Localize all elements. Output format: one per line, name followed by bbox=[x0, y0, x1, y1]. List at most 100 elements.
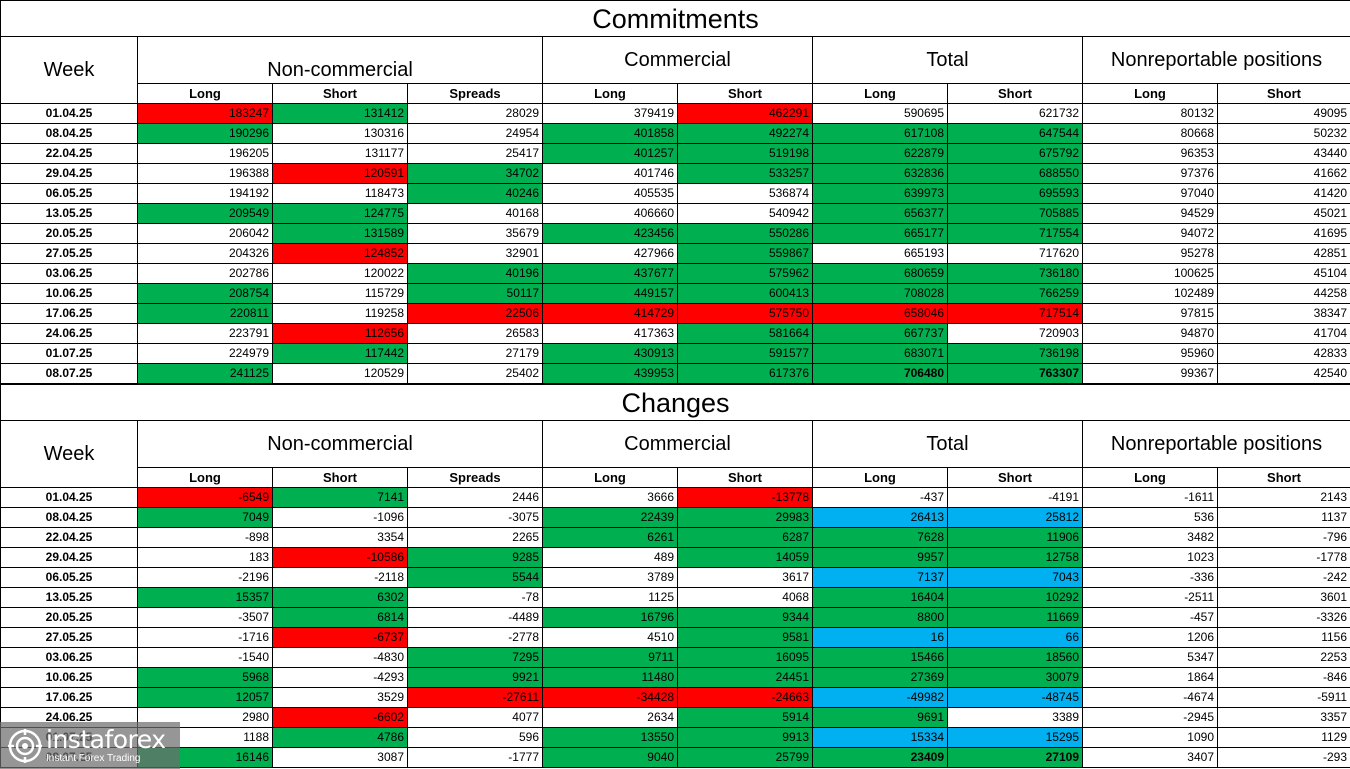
table-row: 22.04.25 -898 3354 2265 6261 6287 7628 11906 348… bbox=[0, 527, 1350, 548]
value-cell: 3087 bbox=[272, 747, 408, 768]
value-cell: 647544 bbox=[947, 123, 1083, 144]
value-cell: 96353 bbox=[1082, 143, 1218, 164]
value-cell: 708028 bbox=[812, 283, 948, 304]
value-cell: 600413 bbox=[677, 283, 813, 304]
nc-spreads-header: Spreads bbox=[407, 83, 543, 104]
table-row: 03.06.25 -1540 -4830 7295 9711 16095 15466 1856… bbox=[0, 647, 1350, 668]
nc-short-header: Short bbox=[272, 83, 408, 104]
value-cell: -242 bbox=[1216, 567, 1350, 588]
week-cell: 06.05.25 bbox=[0, 567, 138, 588]
week-header: Week bbox=[0, 36, 138, 104]
value-cell: 4786 bbox=[272, 727, 408, 748]
value-cell: 13550 bbox=[542, 727, 678, 748]
value-cell: -2778 bbox=[407, 627, 543, 648]
table-row: 01.07.2511884786596135509913153341529510… bbox=[0, 727, 1350, 748]
value-cell: 720903 bbox=[947, 323, 1083, 344]
table-row: 03.06.25 202786 120022 40196 437677 575962 680… bbox=[0, 263, 1350, 284]
week-cell: 10.06.25 bbox=[0, 283, 138, 304]
value-cell: 5968 bbox=[137, 667, 273, 688]
value-cell: 540942 bbox=[677, 203, 813, 224]
week-cell: 06.05.25 bbox=[0, 183, 138, 204]
value-cell: 27179 bbox=[407, 343, 543, 364]
value-cell: 35679 bbox=[407, 223, 543, 244]
table-row: 24.06.25 223791 112656 26583 417363 581664 667… bbox=[0, 323, 1350, 344]
value-cell: 414729 bbox=[542, 303, 678, 324]
table-row: 29.04.25 183 -10586 9285 489 14059 9957 12758 10… bbox=[0, 547, 1350, 568]
value-cell: 40196 bbox=[407, 263, 543, 284]
value-cell: 41420 bbox=[1216, 183, 1350, 204]
value-cell: -1540 bbox=[137, 647, 273, 668]
value-cell: 120591 bbox=[272, 163, 408, 184]
value-cell: 131589 bbox=[272, 223, 408, 244]
value-cell: 437677 bbox=[542, 263, 678, 284]
value-cell: -2511 bbox=[1082, 587, 1218, 608]
value-cell: 9921 bbox=[407, 667, 543, 688]
table-row: 20.05.25 -3507 6814 -4489 16796 9344 8800 11669… bbox=[0, 607, 1350, 628]
instaforex-logo[interactable]: instaforex Instant Forex Trading bbox=[0, 722, 180, 769]
week-cell: 29.04.25 bbox=[0, 547, 138, 568]
value-cell: -846 bbox=[1216, 667, 1350, 688]
value-cell: 5544 bbox=[407, 567, 543, 588]
value-cell: 1156 bbox=[1216, 627, 1350, 648]
total-header: Total bbox=[812, 36, 1083, 84]
table-row: 10.06.25 5968 -4293 9921 11480 24451 27369 3007… bbox=[0, 667, 1350, 688]
table-row: 08.07.25161463087-1777904025799234092710… bbox=[0, 747, 1350, 768]
value-cell: 42833 bbox=[1216, 343, 1350, 364]
table-row: 13.05.25 209549 124775 40168 406660 540942 656… bbox=[0, 203, 1350, 224]
value-cell: 427966 bbox=[542, 243, 678, 264]
value-cell: 4068 bbox=[677, 587, 813, 608]
value-cell: 1090 bbox=[1082, 727, 1218, 748]
value-cell: 12057 bbox=[137, 687, 273, 708]
table-row: 29.04.25 196388 120591 34702 401746 533257 632… bbox=[0, 163, 1350, 184]
value-cell: 12758 bbox=[947, 547, 1083, 568]
value-cell: 596 bbox=[407, 727, 543, 748]
value-cell: 14059 bbox=[677, 547, 813, 568]
value-cell: 617376 bbox=[677, 363, 813, 384]
instaforex-logo-icon bbox=[8, 728, 42, 763]
value-cell: 489 bbox=[542, 547, 678, 568]
value-cell: 632836 bbox=[812, 163, 948, 184]
value-cell: -6737 bbox=[272, 627, 408, 648]
value-cell: 196205 bbox=[137, 143, 273, 164]
value-cell: 95278 bbox=[1082, 243, 1218, 264]
value-cell: -6602 bbox=[272, 707, 408, 728]
week-cell: 01.07.25 bbox=[0, 343, 138, 364]
week-cell: 03.06.25 bbox=[0, 263, 138, 284]
value-cell: 656377 bbox=[812, 203, 948, 224]
value-cell: 3529 bbox=[272, 687, 408, 708]
value-cell: -13778 bbox=[677, 487, 813, 508]
value-cell: 94870 bbox=[1082, 323, 1218, 344]
value-cell: 27369 bbox=[812, 667, 948, 688]
value-cell: 22506 bbox=[407, 303, 543, 324]
value-cell: 763307 bbox=[947, 363, 1083, 384]
value-cell: 2143 bbox=[1216, 487, 1350, 508]
value-cell: -1777 bbox=[407, 747, 543, 768]
table-row: 24.06.25 2980 -6602 4077 2634 5914 9691 3389 -29… bbox=[0, 707, 1350, 728]
total-short-header: Short bbox=[947, 467, 1083, 488]
week-cell: 01.04.25 bbox=[0, 103, 138, 124]
value-cell: 224979 bbox=[137, 343, 273, 364]
value-cell: 112656 bbox=[272, 323, 408, 344]
value-cell: 99367 bbox=[1082, 363, 1218, 384]
commercial-header: Commercial bbox=[542, 36, 813, 84]
week-cell: 03.06.25 bbox=[0, 647, 138, 668]
value-cell: 131177 bbox=[272, 143, 408, 164]
com-short-header: Short bbox=[677, 467, 813, 488]
value-cell: 417363 bbox=[542, 323, 678, 344]
value-cell: 617108 bbox=[812, 123, 948, 144]
value-cell: -78 bbox=[407, 587, 543, 608]
value-cell: 24954 bbox=[407, 123, 543, 144]
week-cell: 20.05.25 bbox=[0, 223, 138, 244]
value-cell: 665177 bbox=[812, 223, 948, 244]
week-cell: 24.06.25 bbox=[0, 323, 138, 344]
week-cell: 08.04.25 bbox=[0, 507, 138, 528]
value-cell: 3666 bbox=[542, 487, 678, 508]
changes-title: Changes bbox=[0, 384, 1350, 421]
value-cell: -437 bbox=[812, 487, 948, 508]
value-cell: 97376 bbox=[1082, 163, 1218, 184]
value-cell: 550286 bbox=[677, 223, 813, 244]
table-row: 06.05.25 -2196 -2118 5544 3789 3617 7137 7043 -3… bbox=[0, 567, 1350, 588]
value-cell: 50117 bbox=[407, 283, 543, 304]
value-cell: -3326 bbox=[1216, 607, 1350, 628]
value-cell: 38347 bbox=[1216, 303, 1350, 324]
